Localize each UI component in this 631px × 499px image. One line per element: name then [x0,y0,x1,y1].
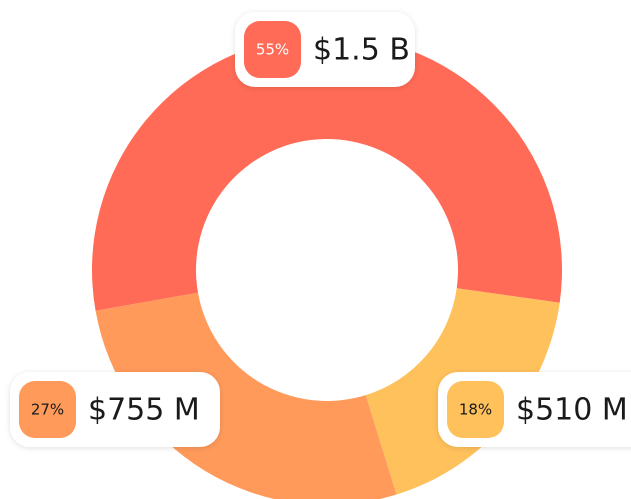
donut-segment [95,292,397,499]
amount-label: $510 M [516,393,628,428]
donut-segment [92,35,562,311]
percent-badge [244,21,301,78]
value-label: 55% $1.5 B [235,12,415,87]
amount-label: $1.5 B [313,33,410,68]
value-label: 27% $755 M [10,372,220,447]
amount-label: $755 M [88,393,200,428]
percent-label: 55% [256,41,289,59]
percent-badge [19,381,76,438]
percent-label: 27% [31,401,64,419]
percent-badge [447,381,504,438]
value-label: 18% $510 M [438,372,631,447]
percent-label: 18% [459,401,492,419]
